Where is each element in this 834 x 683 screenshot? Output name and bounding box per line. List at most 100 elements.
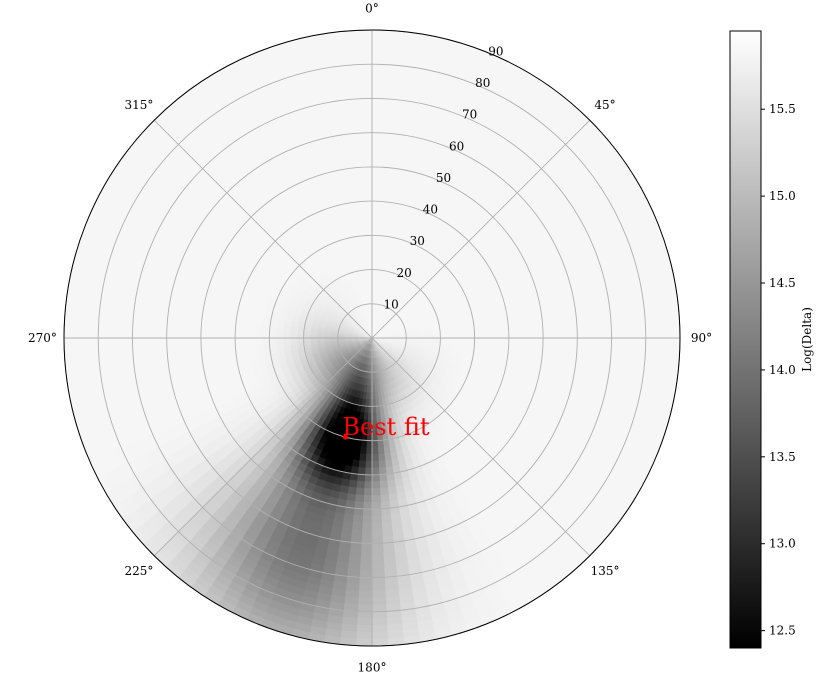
heatmap-cell	[371, 522, 383, 530]
heatmap-cell	[371, 617, 388, 626]
heatmap-cell	[365, 440, 373, 448]
heatmap-cell	[365, 453, 373, 462]
heatmap-cell	[426, 334, 434, 339]
heatmap-cell	[296, 341, 305, 347]
heatmap-cell	[375, 405, 381, 414]
heatmap-cell	[282, 333, 291, 339]
heatmap-cell	[383, 452, 392, 461]
angular-gridline	[153, 119, 373, 339]
best-fit-marker	[342, 434, 348, 440]
heatmap-cell	[362, 508, 373, 517]
theta-tick-label: 270°	[28, 331, 57, 345]
heatmap-cell	[371, 590, 386, 599]
heatmap-cell	[371, 488, 381, 496]
heatmap-cell	[269, 332, 277, 339]
angular-gridline	[371, 337, 591, 557]
heatmap-cell	[371, 583, 386, 592]
heatmap-cell	[383, 562, 397, 571]
heatmap-cell	[371, 453, 379, 462]
heatmap-cell	[371, 515, 382, 524]
heatmap-cell	[433, 334, 441, 339]
heatmap-cell	[275, 337, 284, 344]
best-fit-label: Best fit	[342, 413, 429, 441]
theta-tick-label: 0°	[365, 1, 379, 15]
heatmap-cell	[371, 638, 389, 646]
radial-tick-label: 60	[449, 139, 464, 153]
heatmap-cell	[380, 507, 391, 517]
heatmap-cell	[371, 501, 382, 510]
theta-tick-labels: 0° 45° 90° 135° 180° 225° 270° 315°	[28, 1, 712, 674]
heatmap-cell	[371, 604, 387, 613]
heatmap-cell	[289, 341, 298, 347]
heatmap-cell	[289, 337, 298, 343]
heatmap-cell	[364, 474, 373, 483]
heatmap-cell	[255, 343, 264, 351]
heatmap-cell	[371, 399, 376, 407]
heatmap-cell	[371, 576, 386, 585]
heatmap-cell	[359, 556, 373, 565]
heatmap-cell	[371, 447, 379, 455]
colorbar-label: Log(Delta)	[800, 307, 814, 372]
heatmap-cell	[371, 494, 381, 503]
heatmap-cell	[282, 341, 291, 348]
heatmap-cell	[371, 549, 384, 558]
colorbar-tick-label: 12.5	[769, 624, 796, 638]
heatmap-cell	[383, 555, 396, 564]
heatmap-cell	[255, 331, 263, 339]
heatmap-cell	[384, 459, 393, 468]
heatmap-cell	[297, 273, 307, 283]
heatmap-cell	[352, 514, 364, 523]
heatmap-cell	[371, 467, 380, 476]
colorbar-tick-label: 13.5	[769, 450, 796, 464]
colorbar-tick-label: 13.0	[769, 537, 796, 551]
heatmap-cell	[351, 521, 363, 530]
radial-tick-label: 90	[488, 44, 503, 58]
heatmap-cell	[377, 453, 386, 462]
heatmap-cell	[386, 479, 396, 489]
heatmap-cell	[250, 381, 260, 392]
heatmap-cell	[319, 271, 329, 280]
heatmap-cell	[371, 542, 384, 551]
heatmap-cell	[269, 347, 278, 355]
heatmap-cell	[357, 597, 373, 606]
heatmap-cell	[371, 597, 387, 606]
heatmap-cell	[354, 494, 365, 503]
angular-gridline	[371, 119, 591, 339]
heatmap-cell	[371, 440, 379, 448]
radial-tick-labels: 10 20 30 40 50 60 70 80 90	[383, 44, 503, 311]
heatmap-cell	[382, 548, 396, 558]
heatmap-cell	[262, 343, 271, 350]
heatmap-cell	[262, 337, 270, 345]
heatmap-cell	[378, 460, 386, 469]
heatmap-cell	[353, 501, 364, 510]
heatmap-cell	[365, 447, 373, 455]
heatmap-cell	[371, 474, 380, 483]
theta-tick-label: 225°	[125, 564, 154, 578]
heatmap-cell	[380, 514, 392, 523]
heatmap-cell	[289, 333, 298, 339]
heatmap-cell	[262, 348, 271, 356]
heatmap-cell	[371, 529, 383, 537]
heatmap-cell	[379, 494, 390, 503]
colorbar-tick-label: 14.0	[769, 363, 796, 377]
heatmap-cell	[363, 481, 373, 489]
heatmap-cell	[362, 515, 373, 524]
heatmap-cell	[379, 480, 389, 489]
heatmap-cell	[255, 337, 263, 345]
angular-gridline	[153, 337, 373, 557]
radial-tick-label: 80	[475, 76, 490, 90]
heatmap-cell	[377, 446, 385, 455]
heatmap-cell	[255, 325, 264, 333]
heatmap-cell	[378, 467, 387, 476]
heatmap-cell	[363, 494, 373, 503]
heatmap-cell	[359, 570, 373, 578]
colorbar-tick-label: 15.5	[769, 102, 796, 116]
heatmap-cell	[262, 326, 271, 333]
heatmap-cell	[358, 590, 373, 599]
heatmap-cell	[348, 548, 362, 558]
heatmap-cell	[383, 445, 391, 455]
heatmap-cell	[379, 487, 389, 496]
heatmap-cell	[350, 535, 362, 544]
heatmap-cell	[355, 638, 373, 646]
